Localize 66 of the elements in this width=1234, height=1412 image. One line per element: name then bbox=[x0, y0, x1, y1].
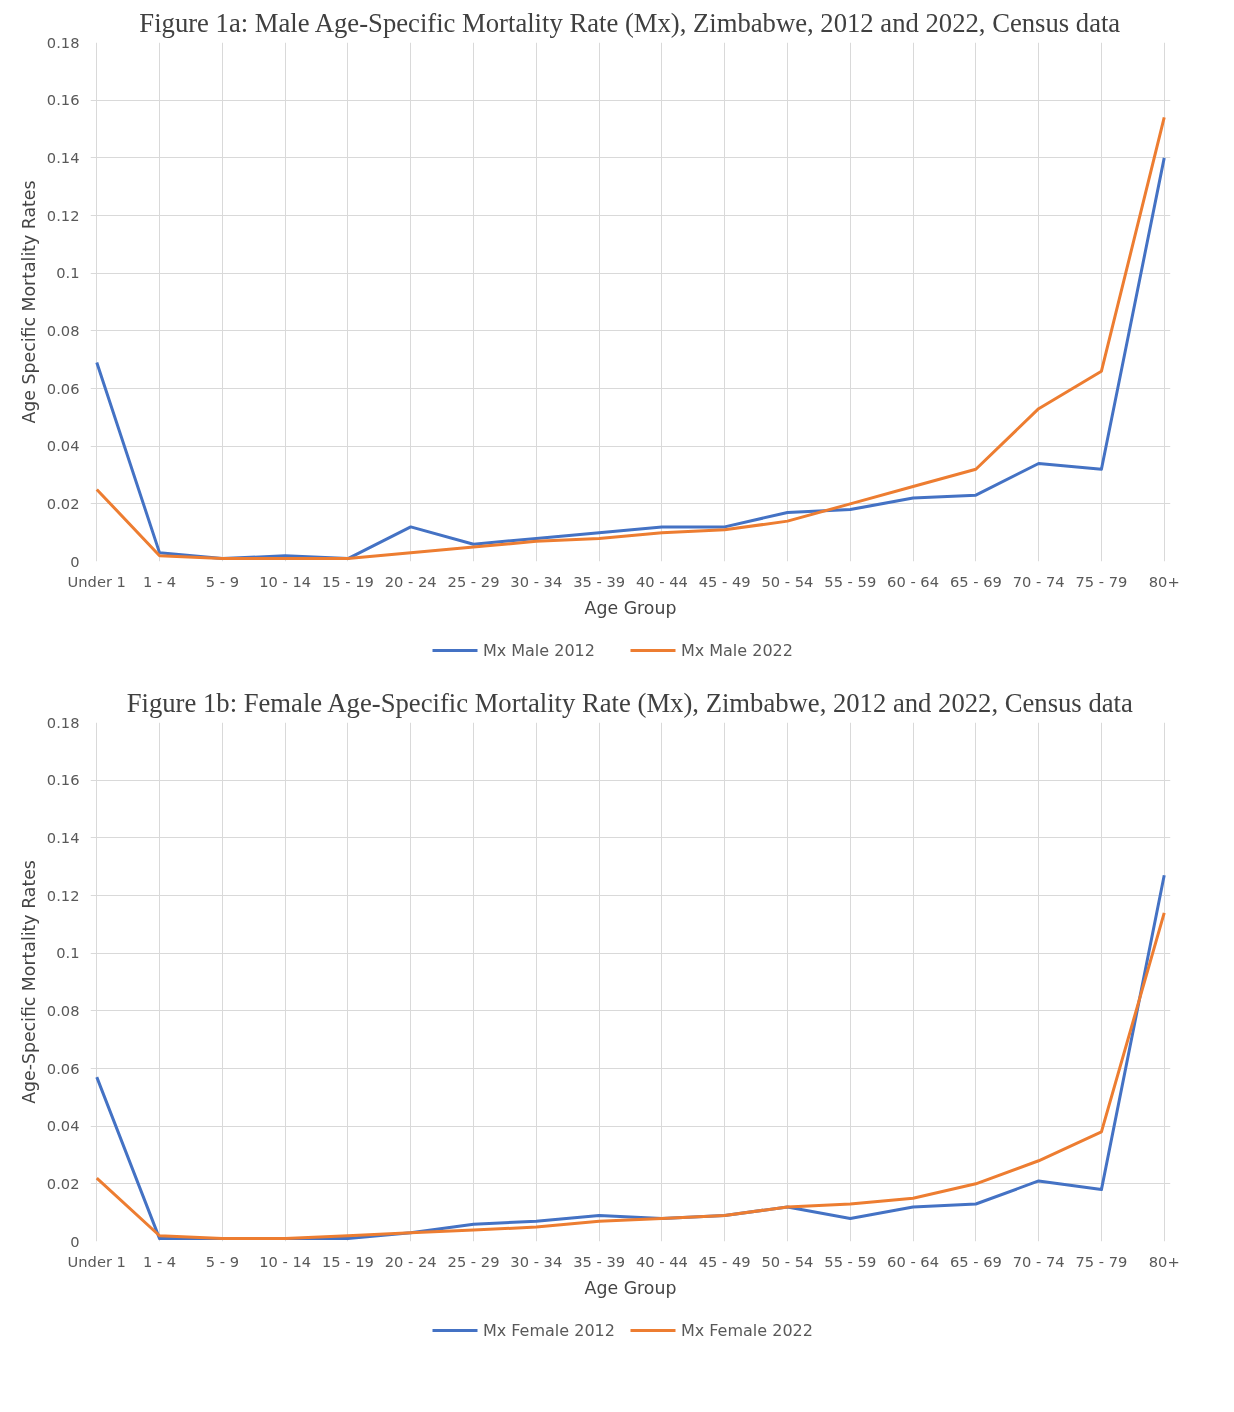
chart-title: Figure 1a: Male Age-Specific Mortality Rate (Mx), Zimbabwe, 2012 and 2022, Census data bbox=[139, 7, 1121, 38]
x-tick-label: 75 - 79 bbox=[1075, 572, 1128, 590]
x-tick-label: 80+ bbox=[1148, 572, 1180, 590]
x-tick-label: 30 - 34 bbox=[510, 572, 563, 590]
x-tick-label: 65 - 69 bbox=[949, 1252, 1002, 1270]
legend-label: Mx Male 2022 bbox=[680, 641, 793, 660]
y-tick-label: 0.14 bbox=[46, 148, 80, 166]
legend-label: Mx Female 2012 bbox=[482, 1321, 615, 1340]
x-tick-label: 60 - 64 bbox=[887, 1252, 940, 1270]
x-tick-label: 10 - 14 bbox=[259, 572, 312, 590]
x-tick-label: 60 - 64 bbox=[887, 572, 940, 590]
x-axis-title: Age Group bbox=[584, 1277, 677, 1298]
x-tick-label: 70 - 74 bbox=[1012, 1252, 1065, 1270]
y-tick-label: 0.06 bbox=[46, 1059, 80, 1077]
y-axis-title: Age-Specific Mortality Rates bbox=[18, 860, 39, 1104]
y-tick-label: 0.02 bbox=[46, 1174, 80, 1192]
x-tick-label: Under 1 bbox=[67, 572, 126, 590]
legend-label: Mx Female 2022 bbox=[680, 1321, 813, 1340]
y-tick-label: 0.16 bbox=[46, 771, 80, 789]
y-tick-label: 0.08 bbox=[46, 321, 80, 339]
x-tick-label: 65 - 69 bbox=[949, 572, 1002, 590]
x-tick-label: 50 - 54 bbox=[761, 1252, 814, 1270]
y-tick-label: 0 bbox=[70, 552, 80, 570]
x-tick-label: 10 - 14 bbox=[259, 1252, 312, 1270]
x-tick-label: 35 - 39 bbox=[573, 572, 626, 590]
legend-label: Mx Male 2012 bbox=[482, 641, 595, 660]
x-tick-label: 25 - 29 bbox=[447, 1252, 500, 1270]
y-tick-label: 0.18 bbox=[46, 33, 80, 51]
y-tick-label: 0.04 bbox=[46, 437, 80, 455]
y-axis-title: Age Specific Mortality Rates bbox=[18, 180, 39, 424]
x-tick-label: 5 - 9 bbox=[205, 572, 239, 590]
y-tick-label: 0.1 bbox=[56, 264, 80, 282]
x-tick-label: 30 - 34 bbox=[510, 1252, 563, 1270]
x-tick-label: 15 - 19 bbox=[321, 572, 374, 590]
x-tick-label: 70 - 74 bbox=[1012, 572, 1065, 590]
x-tick-label: 20 - 24 bbox=[384, 1252, 437, 1270]
x-tick-label: 35 - 39 bbox=[573, 1252, 626, 1270]
y-tick-label: 0.06 bbox=[46, 379, 80, 397]
y-tick-label: 0.14 bbox=[46, 828, 80, 846]
x-tick-label: 1 - 4 bbox=[142, 1252, 177, 1270]
x-tick-label: 40 - 44 bbox=[635, 1252, 688, 1270]
y-tick-label: 0.18 bbox=[46, 713, 80, 731]
x-tick-label: Under 1 bbox=[67, 1252, 126, 1270]
x-tick-label: 20 - 24 bbox=[384, 572, 437, 590]
y-tick-label: 0.16 bbox=[46, 91, 80, 109]
x-tick-label: 55 - 59 bbox=[824, 1252, 877, 1270]
x-tick-label: 25 - 29 bbox=[447, 572, 500, 590]
y-tick-label: 0.04 bbox=[46, 1117, 80, 1135]
x-tick-label: 40 - 44 bbox=[635, 572, 688, 590]
y-tick-label: 0.02 bbox=[46, 494, 80, 512]
y-tick-label: 0 bbox=[70, 1232, 80, 1250]
chart-title: Figure 1b: Female Age-Specific Mortality Rate (Mx), Zimbabwe, 2012 and 2022, Census data bbox=[126, 687, 1133, 718]
x-tick-label: 75 - 79 bbox=[1075, 1252, 1128, 1270]
x-tick-label: 55 - 59 bbox=[824, 572, 877, 590]
x-axis-title: Age Group bbox=[584, 597, 677, 618]
x-tick-label: 80+ bbox=[1148, 1252, 1180, 1270]
x-tick-label: 45 - 49 bbox=[698, 1252, 751, 1270]
x-tick-label: 1 - 4 bbox=[142, 572, 177, 590]
y-tick-label: 0.08 bbox=[46, 1001, 80, 1019]
y-tick-label: 0.1 bbox=[56, 944, 80, 962]
x-tick-label: 45 - 49 bbox=[698, 572, 751, 590]
y-tick-label: 0.12 bbox=[46, 886, 80, 904]
x-tick-label: 50 - 54 bbox=[761, 572, 814, 590]
x-tick-label: 15 - 19 bbox=[321, 1252, 374, 1270]
y-tick-label: 0.12 bbox=[46, 206, 80, 224]
x-tick-label: 5 - 9 bbox=[205, 1252, 239, 1270]
